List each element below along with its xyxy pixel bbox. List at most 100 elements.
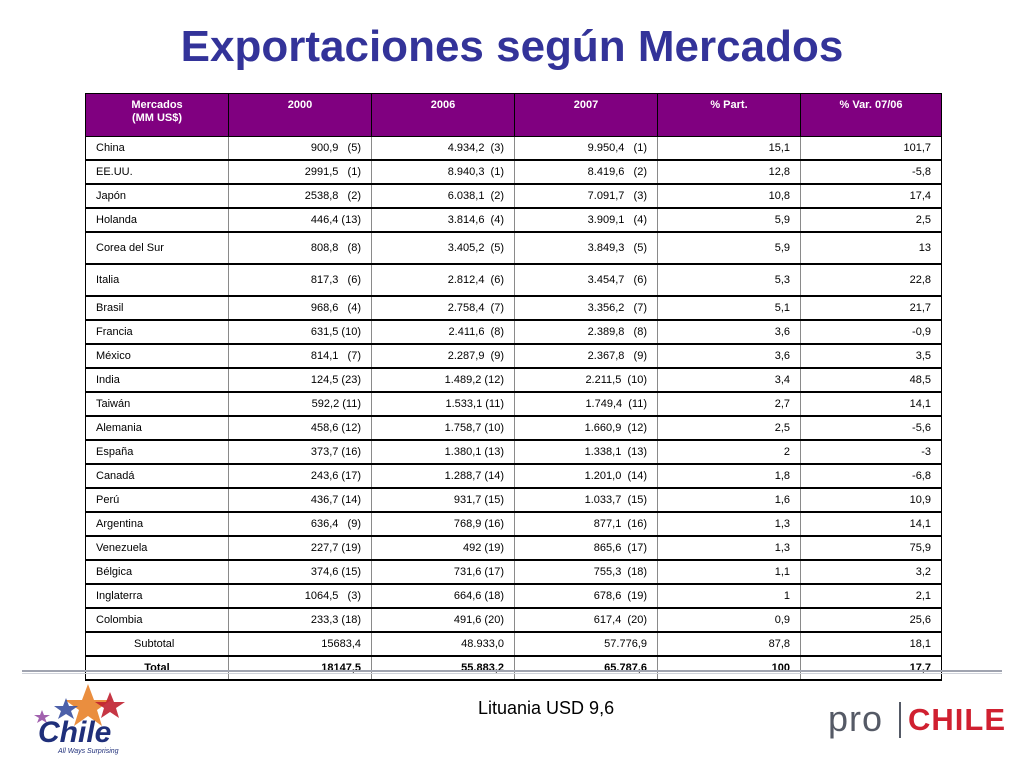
cell-part: 2 [657,440,801,465]
total-part: 100 [657,656,801,681]
cell-market: Alemania [85,416,229,441]
cell-2007: 865,6 (17) [514,536,658,561]
cell-2000: 243,6 (17) [228,464,372,489]
page-title: Exportaciones según Mercados [180,22,844,71]
prochile-logo: pro CHILE [828,698,1005,742]
table-row: México 814,1 (7) 2.287,9 (9) 2.367,8 (9) 3,6… [85,344,942,369]
cell-var: 22,8 [800,264,942,297]
cell-market: Inglaterra [85,584,229,609]
cell-2000: 817,3 (6) [228,264,372,297]
total-2007: 65.787,6 [514,656,658,681]
chile-logo-tagline: All Ways Surprising [58,748,119,755]
cell-2007: 7.091,7 (3) [514,184,658,209]
cell-2007: 617,4 (20) [514,608,658,633]
cell-2000: 227,7 (19) [228,536,372,561]
prochile-logo-chile: CHILE [908,702,1006,737]
cell-2000: 436,7 (14) [228,488,372,513]
cell-market: China [85,136,229,161]
cell-2000: 1064,5 (3) [228,584,372,609]
cell-market: México [85,344,229,369]
cell-2007: 877,1 (16) [514,512,658,537]
cell-var: 2,1 [800,584,942,609]
cell-part: 3,6 [657,320,801,345]
cell-2000: 374,6 (15) [228,560,372,585]
cell-market: Colombia [85,608,229,633]
cell-2006: 4.934,2 (3) [371,136,515,161]
cell-2006: 2.758,4 (7) [371,296,515,321]
cell-2006: 931,7 (15) [371,488,515,513]
cell-part: 15,1 [657,136,801,161]
table-row: España 373,7 (16) 1.380,1 (13) 1.338,1 (13)… [85,440,942,465]
cell-2000: 592,2 (11) [228,392,372,417]
cell-var: 10,9 [800,488,942,513]
cell-2006: 1.489,2 (12) [371,368,515,393]
cell-2007: 3.454,7 (6) [514,264,658,297]
table-row: Corea del Sur 808,8 (8) 3.405,2 (5) 3.849,3… [85,232,942,265]
chile-logo: Chile All Ways Surprising [28,682,138,762]
total-2000: 18147,5 [228,656,372,681]
cell-var: -3 [800,440,942,465]
cell-var: 2,5 [800,208,942,233]
cell-var: 21,7 [800,296,942,321]
cell-part: 2,7 [657,392,801,417]
table-row: Holanda 446,4 (13) 3.814,6 (4) 3.909,1 (4) 5… [85,208,942,233]
table-row: Francia 631,5 (10) 2.411,6 (8) 2.389,8 (8) 3… [85,320,942,345]
cell-2006: 768,9 (16) [371,512,515,537]
cell-2007: 678,6 (19) [514,584,658,609]
cell-market: Bélgica [85,560,229,585]
cell-part: 1,6 [657,488,801,513]
header-markets: Mercados (MM US$) [85,93,229,137]
cell-market: Corea del Sur [85,232,229,265]
cell-market: Argentina [85,512,229,537]
exports-table: Mercados (MM US$) 2000 2006 2007 % Part.… [85,93,942,681]
cell-2007: 8.419,6 (2) [514,160,658,185]
cell-part: 3,4 [657,368,801,393]
cell-part: 3,6 [657,344,801,369]
table-row: Italia 817,3 (6) 2.812,4 (6) 3.454,7 (6) 5,3… [85,264,942,297]
chile-stars-icon [34,684,125,726]
table-header-row: Mercados (MM US$) 2000 2006 2007 % Part.… [85,93,942,137]
cell-market: Italia [85,264,229,297]
cell-2007: 1.201,0 (14) [514,464,658,489]
table-row: Alemania 458,6 (12) 1.758,7 (10) 1.660,9 (1… [85,416,942,441]
table-row: Argentina 636,4 (9) 768,9 (16) 877,1 (16) 1,… [85,512,942,537]
cell-2006: 2.812,4 (6) [371,264,515,297]
cell-2000: 968,6 (4) [228,296,372,321]
prochile-logo-separator [899,702,901,738]
table-body: China 900,9 (5) 4.934,2 (3) 9.950,4 (1) 15,1… [85,136,942,681]
cell-2000: 124,5 (23) [228,368,372,393]
cell-2007: 2.367,8 (9) [514,344,658,369]
cell-2006: 2.411,6 (8) [371,320,515,345]
cell-2006: 1.758,7 (10) [371,416,515,441]
cell-market: Perú [85,488,229,513]
total-var: 17,7 [800,656,942,681]
cell-var: 3,2 [800,560,942,585]
cell-2000: 900,9 (5) [228,136,372,161]
cell-market: Francia [85,320,229,345]
header-part: % Part. [657,93,801,137]
cell-var: 75,9 [800,536,942,561]
table-row: China 900,9 (5) 4.934,2 (3) 9.950,4 (1) 15,1… [85,136,942,161]
cell-market: Taiwán [85,392,229,417]
cell-var: 14,1 [800,392,942,417]
table-row: Venezuela 227,7 (19) 492 (19) 865,6 (17) 1,3… [85,536,942,561]
cell-var: 3,5 [800,344,942,369]
total-row: Total 18147,5 55.883,2 65.787,6 100 17,7 [85,656,942,681]
table-row: Canadá 243,6 (17) 1.288,7 (14) 1.201,0 (14)… [85,464,942,489]
cell-2006: 1.380,1 (13) [371,440,515,465]
cell-market: EE.UU. [85,160,229,185]
cell-2007: 3.849,3 (5) [514,232,658,265]
cell-var: -6,8 [800,464,942,489]
cell-2006: 2.287,9 (9) [371,344,515,369]
footer-divider-shadow [22,673,1002,674]
cell-2006: 3.814,6 (4) [371,208,515,233]
cell-market: Brasil [85,296,229,321]
cell-2006: 6.038,1 (2) [371,184,515,209]
cell-2007: 1.033,7 (15) [514,488,658,513]
cell-2007: 2.389,8 (8) [514,320,658,345]
cell-2000: 458,6 (12) [228,416,372,441]
cell-2007: 1.660,9 (12) [514,416,658,441]
cell-2000: 814,1 (7) [228,344,372,369]
cell-2007: 9.950,4 (1) [514,136,658,161]
header-2000: 2000 [228,93,372,137]
